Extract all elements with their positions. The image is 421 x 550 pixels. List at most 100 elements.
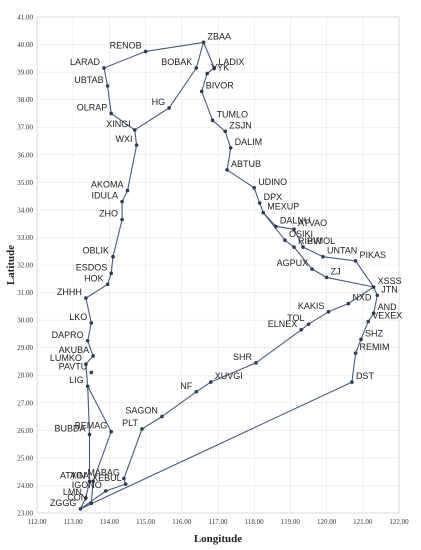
waypoint-label: PAVTU <box>59 361 88 371</box>
waypoint-marker <box>199 89 204 94</box>
waypoint-marker <box>353 259 358 263</box>
waypoint-label: LKO <box>69 312 87 322</box>
waypoint-marker <box>375 293 380 298</box>
waypoint-marker <box>85 384 90 389</box>
waypoint-marker <box>85 338 90 343</box>
waypoint-label: ZHO <box>99 209 118 219</box>
x-tick-label: 112.00 <box>28 518 47 526</box>
waypoint-marker <box>371 311 376 316</box>
waypoint-marker <box>87 479 92 484</box>
waypoint-marker <box>371 285 376 289</box>
waypoint-marker <box>346 301 351 306</box>
waypoint-label: LIG <box>69 375 84 385</box>
waypoint-marker <box>91 479 95 484</box>
waypoint-marker <box>350 380 354 384</box>
waypoint-label: HG <box>152 97 166 107</box>
waypoint-label: ZBAA <box>208 31 232 41</box>
waypoint-label: ABTUB <box>231 159 261 169</box>
waypoint-label: DALIM <box>235 137 263 147</box>
waypoint-label: DAPRO <box>52 330 84 340</box>
x-tick-label: 115.00 <box>136 518 155 526</box>
waypoint-label: PIKAS <box>360 250 387 260</box>
y-tick-label: 41.00 <box>17 14 33 22</box>
y-tick-label: 23.00 <box>17 510 33 518</box>
waypoint-marker <box>254 361 258 365</box>
waypoint-marker <box>91 354 95 358</box>
waypoint-label: SHZ <box>365 328 384 338</box>
waypoint-label: ELNEX <box>268 319 298 329</box>
y-tick-label: 28.00 <box>17 372 33 380</box>
waypoint-label: ZJ <box>331 266 341 276</box>
waypoint-label: NF <box>180 381 192 391</box>
waypoint-marker <box>122 476 126 481</box>
y-tick-label: 40.00 <box>17 41 33 49</box>
waypoint-marker <box>324 275 329 280</box>
waypoint-label: RENOB <box>110 40 142 50</box>
y-tick-label: 24.00 <box>17 482 33 490</box>
waypoint-marker <box>140 427 144 431</box>
waypoint-label: IGONO <box>72 480 102 490</box>
waypoint-label: AKOMA <box>91 180 124 190</box>
y-tick-label: 38.00 <box>17 96 33 104</box>
waypoint-marker <box>252 186 256 190</box>
waypoint-label: KAKIS <box>298 301 325 311</box>
waypoint-label: ZGGG <box>50 498 77 508</box>
route-line <box>80 286 378 510</box>
waypoint-marker <box>261 210 266 215</box>
waypoint-marker <box>257 201 262 205</box>
waypoint-label: LMN <box>63 487 82 497</box>
route-line <box>262 212 374 288</box>
waypoint-label: PIMOL <box>307 236 335 246</box>
waypoint-marker <box>132 128 137 132</box>
waypoint-label: IDULA <box>92 191 119 201</box>
waypoint-label: YIN <box>70 470 85 480</box>
waypoint-marker <box>143 49 148 54</box>
waypoint-label: XINGI <box>106 119 131 129</box>
y-tick-label: 37.00 <box>17 124 33 132</box>
waypoint-label: LUMKO <box>50 353 82 363</box>
waypoint-label: HOK <box>84 273 104 283</box>
waypoint-marker <box>306 322 311 327</box>
waypoint-label: UDINO <box>258 177 287 187</box>
waypoint-marker <box>167 106 171 110</box>
waypoint-marker <box>103 489 108 493</box>
waypoint-marker <box>84 296 88 300</box>
route-line <box>134 42 205 131</box>
y-tick-label: 33.00 <box>17 234 33 242</box>
waypoint-marker <box>134 143 139 147</box>
waypoint-marker <box>160 414 164 419</box>
waypoint-label: RIBVI <box>298 236 322 246</box>
waypoint-marker <box>353 351 358 355</box>
waypoint-label: JTN <box>381 284 398 294</box>
waypoint-marker <box>123 482 128 486</box>
x-axis-title: Longitude <box>194 533 242 545</box>
y-tick-label: 25.00 <box>17 454 33 462</box>
waypoint-label: SHR <box>233 352 253 362</box>
waypoint-label: UNTAN <box>327 246 357 256</box>
tick-labels: 112.00 113.00 114.00 115.00 116.00 117.00 118.… <box>17 14 409 527</box>
waypoint-label: REMIM <box>360 342 390 352</box>
waypoint-marker <box>283 238 287 242</box>
waypoint-marker <box>102 66 106 70</box>
x-tick-label: 113.00 <box>64 518 83 526</box>
waypoint-label: MABAG <box>87 468 120 478</box>
waypoint-marker <box>109 111 114 116</box>
x-tick-label: 119.00 <box>281 518 300 526</box>
waypoint-label: UBTAB <box>74 75 103 85</box>
waypoint-label: ATVAO <box>298 218 327 228</box>
waypoint-label: OBLIK <box>83 246 110 256</box>
waypoint-label: VYK <box>211 62 229 72</box>
y-tick-label: 32.00 <box>17 262 33 270</box>
waypoint-marker <box>105 282 110 287</box>
waypoint-label: PLT <box>122 418 138 428</box>
waypoint-marker <box>194 66 199 70</box>
waypoint-marker <box>292 227 296 231</box>
waypoint-marker <box>111 254 115 259</box>
waypoint-label: OLRAP <box>77 102 108 112</box>
waypoint-marker <box>109 429 114 434</box>
y-tick-label: 31.00 <box>17 289 33 297</box>
waypoint-marker <box>321 254 325 259</box>
waypoint-label: VEXEX <box>372 310 402 320</box>
